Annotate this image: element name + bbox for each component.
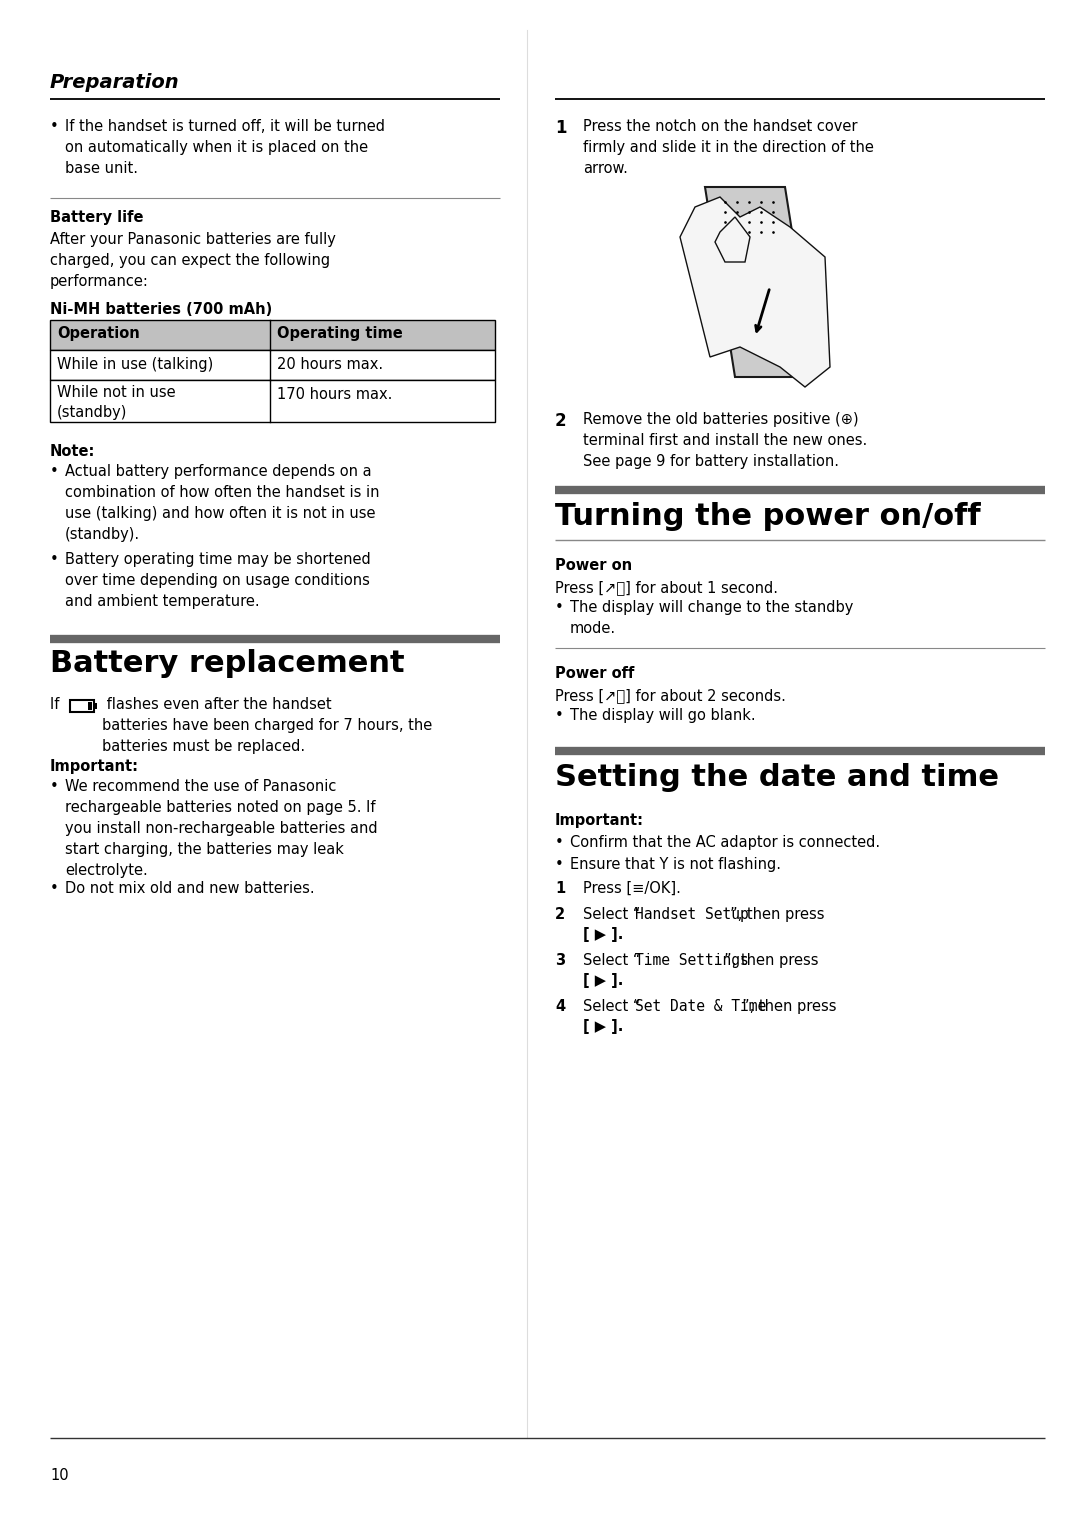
Text: Power on: Power on: [555, 558, 632, 573]
Text: Operation: Operation: [57, 325, 139, 341]
Text: •: •: [555, 707, 564, 723]
Text: ”, then press: ”, then press: [742, 999, 837, 1015]
Text: 3: 3: [555, 953, 565, 969]
Polygon shape: [680, 197, 831, 387]
Text: Confirm that the AC adaptor is connected.: Confirm that the AC adaptor is connected…: [570, 834, 880, 850]
Text: Battery replacement: Battery replacement: [50, 649, 405, 678]
Bar: [50, 319, 495, 350]
Text: Note:: Note:: [50, 445, 95, 458]
Text: •: •: [50, 882, 58, 895]
Text: We recommend the use of Panasonic
rechargeable batteries noted on page 5. If
you: We recommend the use of Panasonic rechar…: [65, 779, 378, 879]
Text: Handset Setup: Handset Setup: [635, 908, 748, 921]
Text: Actual battery performance depends on a
combination of how often the handset is : Actual battery performance depends on a …: [65, 465, 379, 542]
Text: [ ▶ ].: [ ▶ ].: [583, 927, 623, 941]
Text: Press the notch on the handset cover
firmly and slide it in the direction of the: Press the notch on the handset cover fir…: [583, 119, 874, 176]
Text: Ensure that Υ is not flashing.: Ensure that Υ is not flashing.: [570, 857, 781, 872]
Text: Select “: Select “: [583, 953, 640, 969]
Text: Press [↗ⓞ] for about 2 seconds.: Press [↗ⓞ] for about 2 seconds.: [555, 688, 786, 703]
Text: flashes even after the handset
batteries have been charged for 7 hours, the
batt: flashes even after the handset batteries…: [102, 697, 432, 753]
Text: While in use (talking): While in use (talking): [57, 358, 213, 371]
Bar: [94, 703, 97, 709]
Text: Operating time: Operating time: [276, 325, 403, 341]
Text: [ ▶ ].: [ ▶ ].: [583, 1019, 623, 1034]
Text: The display will change to the standby
mode.: The display will change to the standby m…: [570, 601, 853, 636]
Text: •: •: [555, 834, 564, 850]
Text: 20 hours max.: 20 hours max.: [276, 358, 383, 371]
Text: While not in use
(standby): While not in use (standby): [57, 385, 176, 420]
Text: 1: 1: [555, 882, 565, 895]
Bar: [87, 701, 92, 711]
Text: Important:: Important:: [555, 813, 644, 828]
Text: Power off: Power off: [555, 666, 634, 681]
Text: Select “: Select “: [583, 999, 640, 1015]
Text: If: If: [50, 697, 64, 712]
Text: Select “: Select “: [583, 908, 640, 921]
Text: Setting the date and time: Setting the date and time: [555, 762, 999, 792]
Text: •: •: [50, 119, 58, 134]
Text: Set Date & Time: Set Date & Time: [635, 999, 766, 1015]
Text: Ni-MH batteries (700 mAh): Ni-MH batteries (700 mAh): [50, 303, 272, 316]
Text: [ ▶ ].: [ ▶ ].: [583, 973, 623, 989]
Text: 10: 10: [50, 1468, 69, 1484]
Text: After your Panasonic batteries are fully
charged, you can expect the following
p: After your Panasonic batteries are fully…: [50, 232, 336, 289]
Text: •: •: [555, 857, 564, 872]
Text: •: •: [50, 552, 58, 567]
Text: Battery operating time may be shortened
over time depending on usage conditions
: Battery operating time may be shortened …: [65, 552, 370, 610]
Text: Time Settings: Time Settings: [635, 953, 748, 969]
Text: 4: 4: [555, 999, 565, 1015]
Text: •: •: [50, 465, 58, 478]
Text: ”, then press: ”, then press: [724, 953, 819, 969]
Text: Press [≡/OK].: Press [≡/OK].: [583, 882, 680, 895]
Bar: [70, 700, 94, 712]
Text: 1: 1: [555, 119, 567, 138]
Text: Turning the power on/off: Turning the power on/off: [555, 503, 981, 532]
Text: If the handset is turned off, it will be turned
on automatically when it is plac: If the handset is turned off, it will be…: [65, 119, 384, 176]
Bar: [50, 350, 495, 380]
Polygon shape: [705, 186, 815, 377]
Text: 2: 2: [555, 413, 567, 429]
Text: Important:: Important:: [50, 759, 139, 775]
Text: Preparation: Preparation: [50, 73, 179, 92]
Text: •: •: [50, 779, 58, 795]
Text: 170 hours max.: 170 hours max.: [276, 387, 392, 402]
Text: Battery life: Battery life: [50, 209, 144, 225]
Polygon shape: [715, 217, 750, 261]
Text: Do not mix old and new batteries.: Do not mix old and new batteries.: [65, 882, 314, 895]
Text: ”, then press: ”, then press: [730, 908, 824, 921]
Text: 2: 2: [555, 908, 565, 921]
Text: Remove the old batteries positive (⊕)
terminal first and install the new ones.
S: Remove the old batteries positive (⊕) te…: [583, 413, 867, 469]
Text: •: •: [555, 601, 564, 614]
Bar: [50, 380, 495, 422]
Text: Press [↗ⓞ] for about 1 second.: Press [↗ⓞ] for about 1 second.: [555, 581, 778, 594]
Text: The display will go blank.: The display will go blank.: [570, 707, 756, 723]
